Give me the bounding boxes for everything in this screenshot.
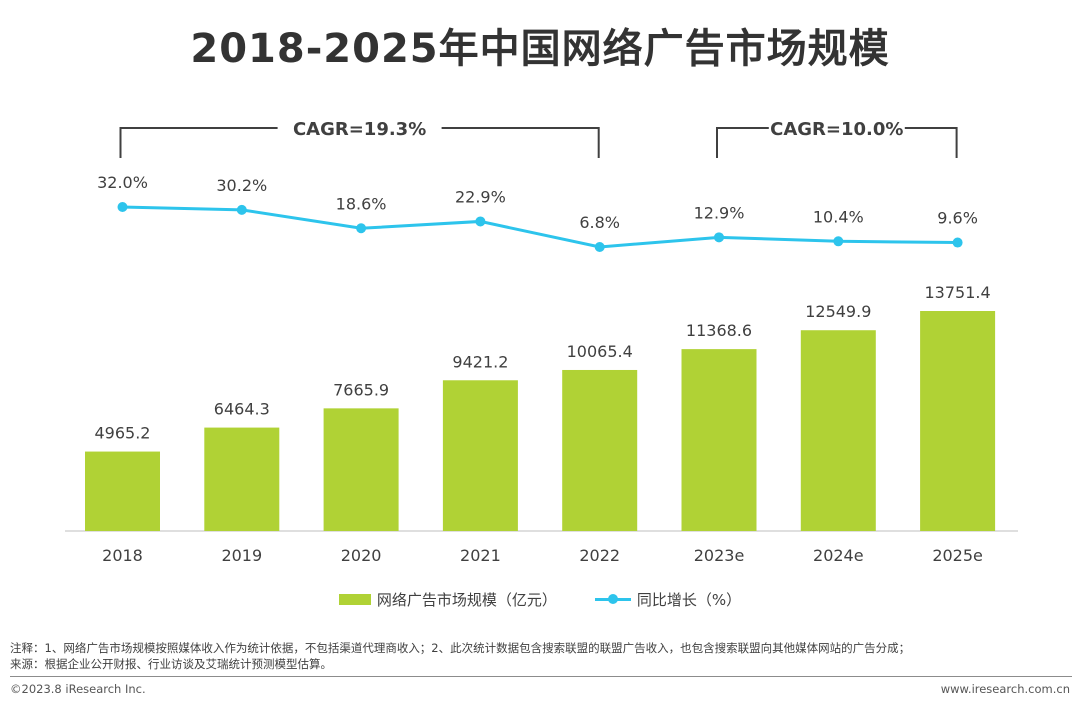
growth-point-2018: [117, 202, 128, 212]
x-tick-label-2024e: 2024e: [813, 546, 864, 565]
bar-label-2020: 7665.9: [333, 380, 389, 399]
chart-legend: 网络广告市场规模（亿元） 同比增长（%）: [0, 587, 1080, 611]
x-tick-label-2023e: 2023e: [694, 546, 745, 565]
bar-2025e: [920, 311, 996, 531]
growth-label-2020: 18.6%: [336, 194, 387, 213]
bar-2022: [562, 369, 638, 531]
growth-label-2024e: 10.4%: [813, 207, 864, 226]
growth-point-2019: [236, 204, 247, 215]
growth-point-2020: [356, 223, 367, 234]
chart-title: 2018-2025年中国网络广告市场规模: [190, 26, 890, 72]
x-tick-label-2022: 2022: [579, 546, 620, 565]
bar-label-2023e: 11368.6: [686, 321, 752, 340]
growth-point-2022: [594, 242, 605, 252]
growth-label-2023e: 12.9%: [694, 203, 745, 222]
legend-item-growth: 同比增长（%）: [594, 589, 742, 610]
growth-point-2023e: [714, 232, 724, 243]
website-link[interactable]: www.iresearch.com.cn: [940, 682, 1070, 696]
bar-label-2018: 4965.2: [95, 424, 151, 443]
bar-2018: [85, 451, 160, 531]
growth-label-2025e: 9.6%: [937, 209, 978, 228]
growth-point-2021: [475, 216, 486, 227]
copyright-text: ©2023.8 iResearch Inc.: [10, 682, 146, 696]
x-tick-label-2025e: 2025e: [932, 546, 983, 565]
bar-label-2025e: 13751.4: [925, 283, 991, 302]
growth-point-2025e: [952, 237, 963, 248]
x-tick-label-2021: 2021: [460, 546, 501, 565]
bar-2019: [204, 427, 280, 531]
bar-label-2019: 6464.3: [214, 400, 270, 419]
bar-2020: [323, 408, 399, 531]
cagr-bracket-2: [716, 127, 958, 158]
bar-2021: [442, 380, 518, 531]
notes-line: 注释：1、网络广告市场规模按照媒体收入作为统计依据，不包括渠道代理商收入；2、此…: [10, 641, 911, 655]
growth-label-2019: 30.2%: [216, 176, 267, 195]
market-size-chart: 4965.2 2018 6464.3 2019 7665.9 2020 9421.2 2021…: [65, 119, 1018, 565]
cagr-bracket-1: [119, 127, 600, 158]
legend-line-swatch: [594, 592, 631, 606]
source-line: 来源：根据企业公开财报、行业访谈及艾瑞统计预测模型估算。: [10, 657, 332, 671]
legend-label-growth: 同比增长（%）: [636, 590, 742, 609]
cagr-label-2: CAGR=10.0%: [770, 119, 903, 140]
x-tick-label-2019: 2019: [221, 546, 262, 565]
legend-bar-swatch: [338, 593, 371, 605]
bar-2023e: [681, 349, 757, 531]
bar-label-2021: 9421.2: [452, 352, 508, 371]
bar-label-2024e: 12549.9: [805, 302, 871, 321]
growth-point-2024e: [833, 236, 844, 247]
x-tick-label-2018: 2018: [102, 546, 143, 565]
x-tick-label-2020: 2020: [341, 546, 382, 565]
growth-line: [122, 205, 958, 249]
cagr-label-1: CAGR=19.3%: [293, 119, 426, 140]
footer-divider: [10, 676, 1072, 677]
growth-label-2018: 32.0%: [97, 173, 148, 192]
legend-item-market-size: 网络广告市场规模（亿元）: [338, 589, 557, 610]
bar-label-2022: 10065.4: [567, 342, 633, 361]
chart-notes: 注释：1、网络广告市场规模按照媒体收入作为统计依据，不包括渠道代理商收入；2、此…: [10, 640, 1070, 672]
growth-label-2022: 6.8%: [579, 213, 620, 232]
growth-label-2021: 22.9%: [455, 187, 506, 206]
legend-label-market-size: 网络广告市场规模（亿元）: [376, 590, 557, 609]
bar-2024e: [800, 330, 876, 531]
